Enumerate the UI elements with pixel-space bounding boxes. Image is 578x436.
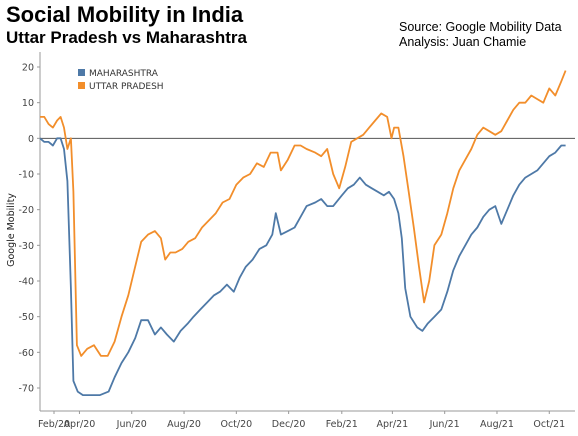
y-tick-label: 0	[28, 134, 34, 145]
y-tick-label: -70	[18, 384, 34, 395]
series-line-uttar-pradesh	[40, 70, 567, 357]
x-tick-label: Apr/21	[377, 419, 409, 430]
legend-swatch	[78, 69, 85, 76]
chart-series	[39, 70, 567, 396]
y-axis-label: Google Mobility	[6, 193, 17, 267]
chart-title: Social Mobility in India	[6, 2, 244, 27]
x-tick-label: Dec/20	[272, 419, 306, 430]
y-tick-label: -30	[18, 241, 34, 252]
x-tick-label: Feb/21	[326, 419, 358, 430]
y-tick-label: 10	[22, 98, 34, 109]
y-tick-label: 20	[22, 63, 34, 74]
x-tick-label: Oct/20	[220, 419, 252, 430]
source-note: Source: Google Mobility Data Analysis: J…	[399, 20, 562, 50]
source-line: Source: Google Mobility Data	[399, 20, 562, 34]
y-tick-label: -50	[18, 312, 34, 323]
analysis-line: Analysis: Juan Chamie	[399, 35, 527, 49]
chart-legend: MAHARASHTRA UTTAR PRADESH	[78, 69, 164, 92]
legend-label: UTTAR PRADESH	[89, 82, 164, 92]
x-tick-label: Jun/20	[116, 419, 147, 430]
series-line-maharashtra	[39, 137, 566, 396]
y-tick-label: -40	[18, 277, 34, 288]
y-tick-label: -10	[18, 170, 34, 181]
x-tick-label: Feb/20	[38, 419, 70, 430]
x-tick-label: Oct/21	[533, 419, 565, 430]
x-tick-label: Aug/21	[480, 419, 514, 430]
x-tick-label: Apr/20	[64, 419, 96, 430]
x-tick-label: Aug/20	[167, 419, 201, 430]
chart-subtitle: Uttar Pradesh vs Maharashtra	[6, 28, 247, 47]
legend-swatch	[78, 82, 85, 89]
y-tick-label: -60	[18, 348, 34, 359]
x-tick-label: Jun/21	[429, 419, 460, 430]
y-tick-label: -20	[18, 205, 34, 216]
legend-label: MAHARASHTRA	[89, 69, 159, 79]
